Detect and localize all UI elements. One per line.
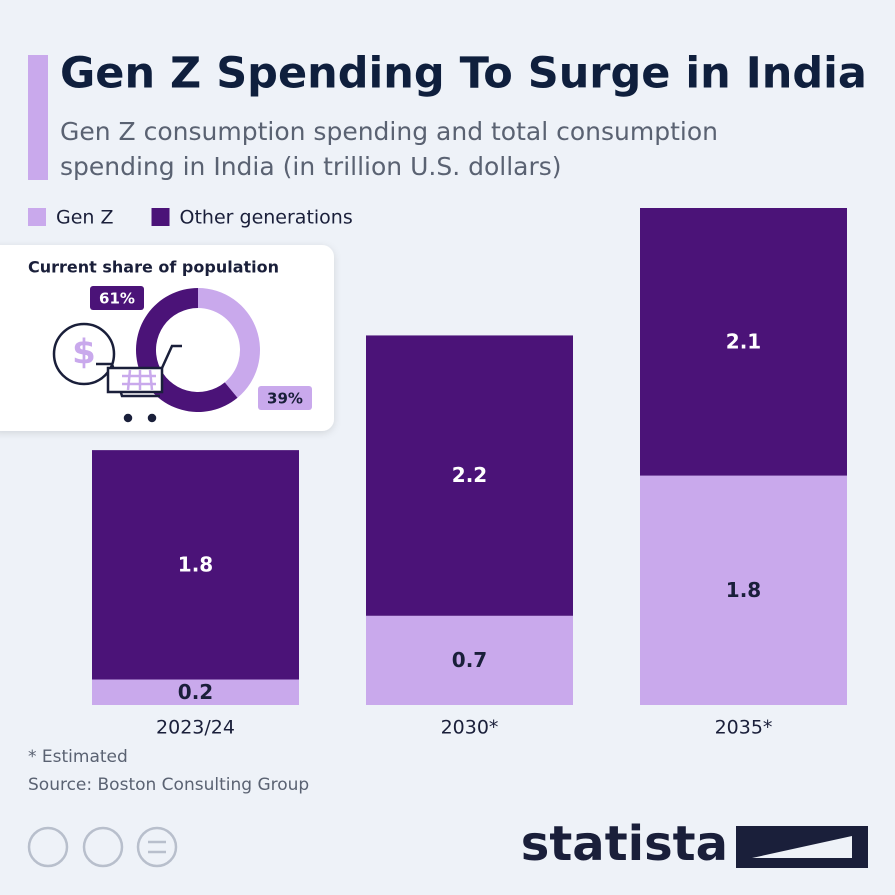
accent-bar [28,55,48,180]
donut-slice [198,288,260,398]
brand-logo [736,826,868,868]
bar-segment [640,475,847,705]
bar-segment [640,208,847,476]
plot: 0.2 1.8 2023/24 0.7 2.2 2030* 1.8 2.1 2035* [92,208,847,739]
legend-label: Other generations [180,207,353,229]
icon: $ [52,322,182,423]
donut-label-box [90,286,144,310]
value-label: 2.2 [452,463,487,487]
legend-swatch [28,208,46,226]
donut-label-box [258,386,312,410]
inset-title: Current share of population [28,258,279,277]
x-tick-label: 2030* [441,717,499,739]
subtitle: spending in India (in trillion U.S. doll… [60,152,562,181]
x-tick-label: 2023/24 [156,717,235,739]
legend: Gen Z Other generations [28,207,353,229]
x-tick-label: 2035* [715,717,773,739]
license-icons [27,826,178,868]
value-label: 0.2 [178,680,213,704]
legend-label: Gen Z [56,207,114,229]
donut-label: 39% [267,390,303,408]
donut-label: 61% [99,290,135,308]
bar-segment [92,679,299,705]
note: * Estimated [28,747,128,767]
value-label: 2.1 [726,329,761,353]
source: Source: Boston Consulting Group [28,775,309,795]
value-label: 1.8 [726,578,761,602]
bar-segment [366,335,573,616]
chart-title: Gen Z Spending To Surge in India [60,49,867,99]
legend-swatch [151,208,170,226]
brand: statista [521,816,728,872]
svg-text:$: $ [72,333,96,373]
value-label: 1.8 [178,552,213,576]
value-label: 0.7 [452,648,487,672]
subtitle: Gen Z consumption spending and total con… [60,117,718,146]
bar-segment [92,450,299,680]
bar-segment [366,615,573,705]
